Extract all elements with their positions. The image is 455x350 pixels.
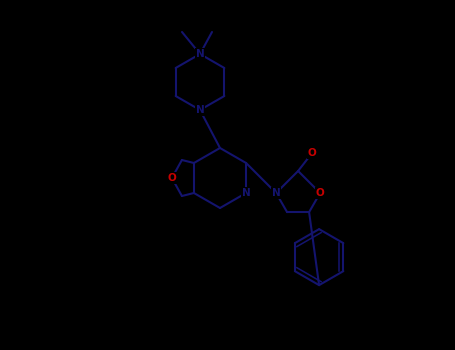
Text: N: N	[196, 49, 204, 59]
Text: O: O	[308, 148, 317, 158]
Text: N: N	[196, 105, 204, 115]
Text: O: O	[167, 173, 176, 183]
Text: N: N	[242, 188, 250, 198]
Text: N: N	[272, 188, 280, 198]
Text: O: O	[316, 188, 324, 198]
